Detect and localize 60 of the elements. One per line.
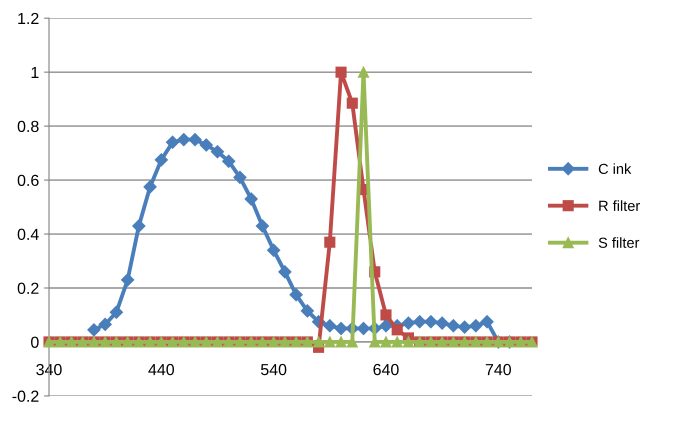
point <box>313 336 324 348</box>
point <box>166 136 180 149</box>
legend-label: R filter <box>599 200 640 211</box>
point <box>278 265 292 278</box>
point <box>256 219 270 233</box>
point <box>177 133 190 146</box>
point <box>402 316 416 330</box>
y-tick-label: 0.6 <box>18 174 39 186</box>
point <box>392 324 403 336</box>
y-tick-label: 1.2 <box>18 12 38 24</box>
y-tick-label: 1 <box>32 66 38 78</box>
point <box>233 170 247 184</box>
point <box>392 336 403 348</box>
point <box>324 236 336 248</box>
point <box>346 98 358 109</box>
point <box>222 154 236 168</box>
point <box>154 153 168 166</box>
point <box>413 315 426 328</box>
point <box>98 318 112 332</box>
x-tick-label: 740 <box>486 364 512 376</box>
point <box>110 306 123 319</box>
point <box>458 320 472 334</box>
point <box>358 66 370 78</box>
point <box>446 319 460 332</box>
point <box>267 244 280 257</box>
point <box>290 288 303 302</box>
point <box>144 180 157 194</box>
x-tick-label: 540 <box>260 364 286 376</box>
point <box>335 336 347 348</box>
point <box>402 336 414 348</box>
y-tick-label: 0.4 <box>18 228 39 240</box>
point <box>356 322 370 336</box>
point <box>188 133 202 146</box>
x-tick-label: 640 <box>373 364 399 376</box>
point <box>244 192 258 206</box>
point <box>121 273 134 286</box>
point <box>323 319 336 332</box>
point <box>200 138 213 152</box>
point <box>87 323 101 336</box>
x-tick-label: 440 <box>148 364 174 376</box>
point <box>132 219 146 233</box>
legend-label: S filter <box>598 237 640 248</box>
point <box>424 315 438 328</box>
point <box>300 304 314 318</box>
x-tick-label: 340 <box>36 364 62 376</box>
point <box>335 66 347 78</box>
y-tick-label: -0.2 <box>12 390 38 402</box>
point <box>469 319 482 332</box>
y-tick-label: 0.8 <box>18 120 39 132</box>
point <box>210 145 224 158</box>
point <box>324 336 336 348</box>
point <box>380 336 392 348</box>
y-tick-label: 0.2 <box>18 282 38 294</box>
point <box>380 309 392 321</box>
point <box>334 322 348 336</box>
point <box>379 319 393 332</box>
legend-label: C ink <box>598 163 632 174</box>
point <box>480 315 494 328</box>
point <box>436 316 449 330</box>
y-tick-label: 0 <box>31 336 39 348</box>
